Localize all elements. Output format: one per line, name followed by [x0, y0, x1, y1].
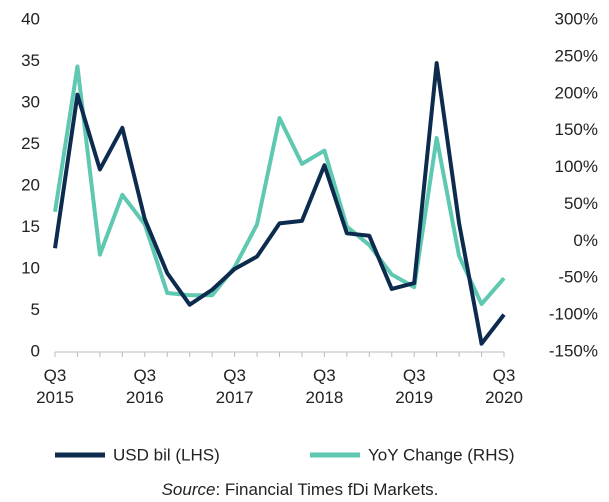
y2-tick-label: -100%: [549, 305, 598, 324]
y-tick-label: 35: [21, 51, 40, 70]
x-tick-label: Q3 2019: [395, 366, 433, 407]
y2-tick-label: -50%: [558, 268, 598, 287]
y-tick-label: 5: [31, 300, 40, 319]
y-tick-label: 15: [21, 217, 40, 236]
y2-tick-label: 300%: [555, 9, 598, 28]
x-tick-label: Q3 2016: [126, 366, 164, 407]
x-tick-label: Q3 2018: [305, 366, 343, 407]
x-tick-label: Q3 2020: [485, 366, 523, 407]
y2-tick-label: 50%: [564, 194, 598, 213]
y-tick-label: 40: [21, 9, 40, 28]
series-line: [53, 61, 506, 346]
series-line: [53, 64, 506, 307]
legend-label: YoY Change (RHS): [368, 445, 514, 464]
x-tick-label: Q3 2017: [216, 366, 254, 407]
y-tick-label: 20: [21, 175, 40, 194]
y-tick-label: 10: [21, 258, 40, 277]
legend-label: USD bil (LHS): [113, 445, 220, 464]
y2-tick-label: -150%: [549, 341, 598, 360]
y2-tick-label: 200%: [555, 83, 598, 102]
y-tick-label: 0: [31, 341, 40, 360]
source-label: Source: [162, 480, 216, 499]
y2-tick-label: 100%: [555, 157, 598, 176]
y2-tick-label: 250%: [555, 46, 598, 65]
y2-tick-label: 0%: [573, 231, 598, 250]
y2-tick-label: 150%: [555, 120, 598, 139]
x-tick-label: Q3 2015: [36, 366, 74, 407]
y-tick-label: 30: [21, 92, 40, 111]
source-text: : Financial Times fDi Markets.: [215, 480, 438, 499]
source-note: Source: Financial Times fDi Markets.: [162, 480, 439, 499]
y-tick-label: 25: [21, 134, 40, 153]
